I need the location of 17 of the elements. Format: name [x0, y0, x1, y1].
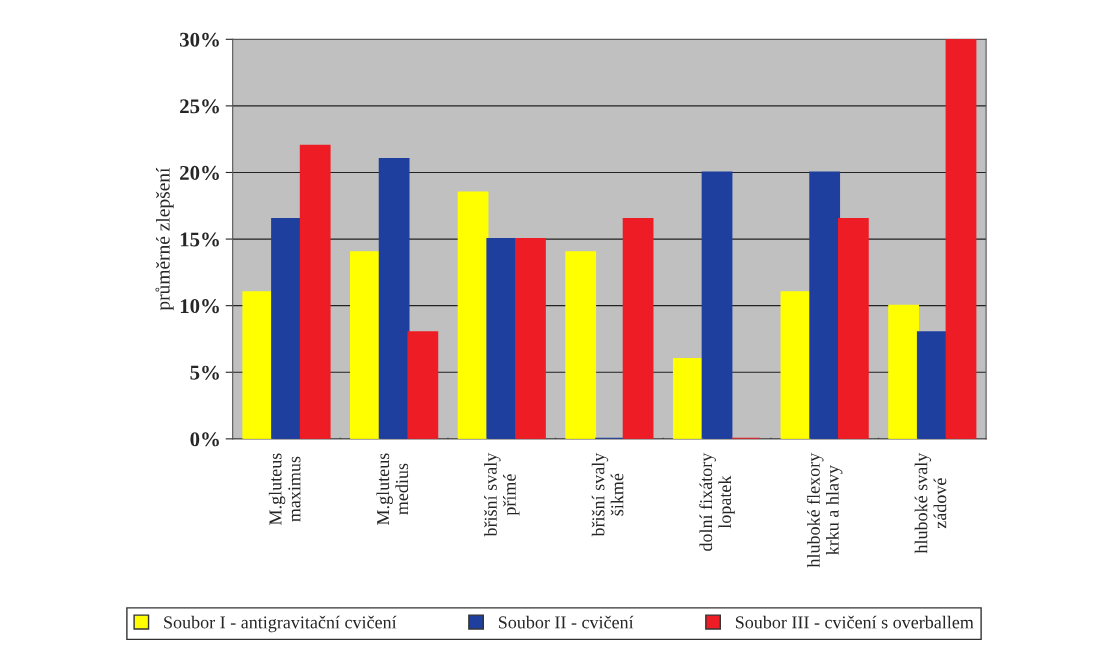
x-tick-label: břišní svaly šikmé: [591, 452, 624, 537]
y-tick-label: 20%: [180, 165, 219, 180]
y-tick-label: 25%: [180, 99, 219, 114]
y-tick-label: 0%: [190, 432, 219, 447]
legend-label: Soubor I - antigravitační cvičení: [164, 615, 397, 633]
x-tick-label: M.gluteus medius: [376, 453, 409, 525]
legend-label: Soubor II - cvičení: [498, 615, 634, 629]
y-axis-title: průměrné zlepšení: [155, 167, 174, 311]
y-tick-label: 30%: [179, 32, 219, 47]
x-tick-label: hluboké svaly zádové: [914, 452, 947, 554]
y-tick-label: 5%: [190, 365, 219, 380]
x-tick-label: M.gluteus maximus: [268, 453, 301, 525]
y-tick-label: 10%: [180, 299, 219, 314]
legend-label: Soubor III - cvičení s overballem: [735, 615, 974, 629]
x-tick-label: břišní svaly přímé: [484, 452, 520, 537]
y-tick-label: 15%: [180, 232, 219, 247]
x-tick-label: dolní fixátory lopatek: [699, 452, 735, 551]
